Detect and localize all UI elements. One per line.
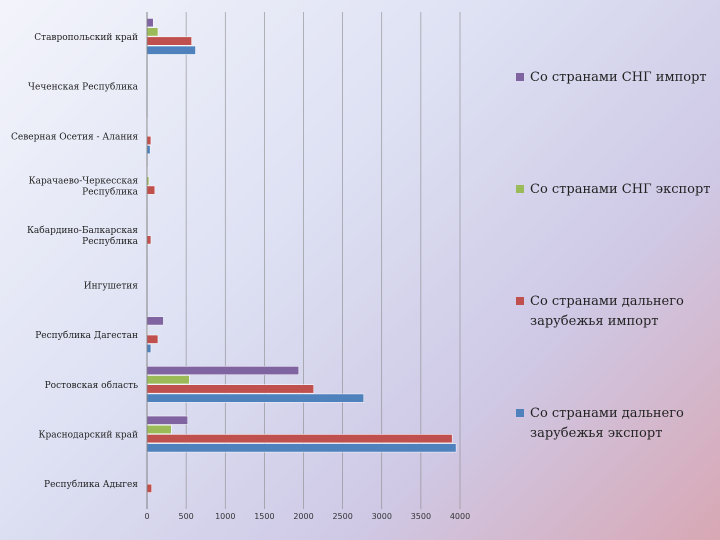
bar <box>146 334 159 344</box>
bar <box>146 443 457 453</box>
x-tick-label: 1500 <box>254 512 274 521</box>
bar <box>146 366 300 376</box>
bar <box>146 45 196 55</box>
x-tick-label: 1000 <box>215 512 235 521</box>
bar <box>146 375 190 385</box>
category-label: Ингушетия <box>84 281 139 291</box>
bar <box>146 36 192 46</box>
bar <box>146 145 151 155</box>
bar <box>146 136 152 145</box>
x-tick-label: 500 <box>178 512 193 521</box>
category-label: Кабардино-Балкарская Республика <box>27 225 139 247</box>
x-tick-label: 0 <box>144 512 149 521</box>
bar <box>146 384 314 394</box>
bar <box>146 185 156 195</box>
legend-label-cis-export: Со странами СНГ экспорт <box>530 182 711 197</box>
bars <box>146 18 457 493</box>
legend-label-far-export: Со странами дальнего зарубежья экспорт <box>530 406 684 441</box>
bar <box>146 393 365 403</box>
category-label: Республика Дагестан <box>35 330 138 341</box>
category-labels: Ставропольский край Чеченская Республика С… <box>11 33 139 490</box>
legend-item-cis-export: Со странами СНГ экспорт <box>516 180 715 200</box>
legend-swatch-far-import <box>516 297 524 305</box>
legend-swatch-cis-export <box>516 185 524 193</box>
x-tick-label: 3500 <box>411 512 431 521</box>
legend-item-far-export: Со странами дальнего зарубежья экспорт <box>516 404 715 444</box>
bar <box>146 344 152 353</box>
bar <box>146 425 172 434</box>
legend-item-far-import: Со странами дальнего зарубежья импорт <box>516 292 715 332</box>
category-label: Ставропольский край <box>34 33 138 43</box>
gridlines <box>146 12 461 509</box>
x-tick-label: 2500 <box>332 512 352 521</box>
legend-swatch-far-export <box>516 409 524 417</box>
category-label: Ростовская область <box>45 380 138 391</box>
category-label: Северная Осетия - Алания <box>11 132 138 142</box>
legend-item-cis-import: Со странами СНГ импорт <box>516 68 715 88</box>
category-label: Карачаево-Черкесская Республика <box>29 176 139 197</box>
x-tick-labels: 0 500 1000 1500 2000 2500 3000 3500 4000 <box>144 512 470 521</box>
bar <box>146 27 159 37</box>
bar <box>146 18 154 28</box>
legend-label-far-import: Со странами дальнего зарубежья импорт <box>530 294 684 329</box>
x-tick-label: 2000 <box>293 512 313 521</box>
category-label: Республика Адыгея <box>44 479 138 490</box>
category-label: Чеченская Республика <box>28 82 139 93</box>
bar <box>146 235 152 245</box>
legend-swatch-cis-import <box>516 73 524 81</box>
bar <box>146 483 152 493</box>
legend-label-cis-import: Со странами СНГ импорт <box>530 70 707 85</box>
bar <box>146 415 188 425</box>
bar <box>146 434 453 444</box>
category-label: Краснодарский край <box>39 430 139 440</box>
x-tick-label: 3000 <box>372 512 392 521</box>
bar <box>146 316 164 326</box>
x-tick-label: 4000 <box>450 512 470 521</box>
